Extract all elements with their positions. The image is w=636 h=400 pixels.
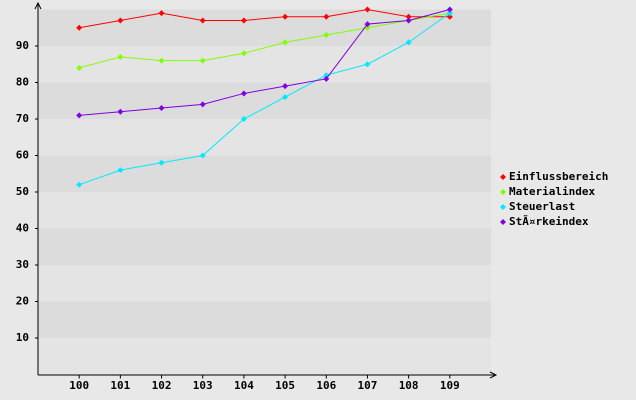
y-tick-label: 20 — [16, 295, 29, 308]
point — [282, 13, 289, 20]
y-tick-label: 70 — [16, 112, 29, 125]
legend-marker — [500, 189, 506, 195]
legend-marker — [500, 204, 506, 210]
grid-band — [38, 9, 491, 46]
legend-label: StÃ¤rkeindex — [509, 215, 589, 228]
series-line — [79, 12, 451, 186]
point — [76, 24, 83, 31]
y-tick-label: 30 — [16, 258, 29, 271]
point — [158, 105, 165, 112]
x-tick-label: 109 — [440, 379, 460, 392]
point — [117, 108, 124, 115]
series-line — [79, 12, 450, 69]
point — [240, 17, 247, 24]
y-tick-label: 50 — [16, 185, 29, 198]
point — [158, 159, 165, 166]
x-tick-label: 104 — [234, 379, 254, 392]
x-tick-label: 102 — [152, 379, 172, 392]
point — [199, 57, 206, 64]
point — [323, 32, 330, 39]
point — [76, 112, 83, 119]
point — [364, 61, 371, 68]
x-tick-label: 103 — [193, 379, 213, 392]
grid-band — [38, 338, 491, 375]
point — [323, 13, 330, 20]
point — [405, 17, 412, 24]
point — [240, 116, 247, 122]
point — [158, 10, 165, 17]
point — [405, 13, 412, 20]
grid-band — [38, 82, 491, 119]
y-axis-arrow — [34, 1, 42, 10]
grid-band — [38, 155, 491, 192]
x-tick-label: 101 — [110, 379, 130, 392]
y-tick-label: 90 — [16, 39, 29, 52]
legend-label: Materialindex — [509, 185, 595, 198]
point — [117, 17, 124, 24]
point — [76, 64, 83, 71]
point — [282, 39, 289, 46]
point — [282, 83, 289, 90]
point — [240, 90, 247, 97]
point — [199, 101, 206, 108]
grid-band — [38, 265, 491, 302]
point — [117, 167, 124, 174]
point — [446, 13, 453, 20]
grid-band — [38, 192, 491, 229]
point — [240, 50, 247, 57]
legend-label: Einflussbereich — [509, 170, 608, 183]
point — [446, 6, 453, 13]
y-tick-label: 80 — [16, 76, 29, 89]
series-line — [79, 8, 450, 29]
point — [364, 21, 371, 28]
point — [405, 39, 412, 46]
y-tick-label: 60 — [16, 149, 29, 162]
point — [323, 75, 330, 82]
x-tick-label: 100 — [69, 379, 89, 392]
series-line — [79, 9, 450, 116]
x-tick-label: 107 — [358, 379, 378, 392]
x-axis-arrow — [489, 371, 498, 379]
legend-marker — [500, 219, 506, 225]
point — [364, 6, 371, 13]
x-tick-label: 105 — [275, 379, 295, 392]
legend-label: Steuerlast — [509, 200, 575, 213]
point — [199, 152, 206, 159]
point — [76, 181, 83, 188]
point — [158, 57, 165, 64]
grid-band — [38, 46, 491, 83]
point — [446, 10, 453, 17]
grid-band — [38, 228, 491, 265]
point — [282, 94, 289, 101]
x-tick-label: 108 — [399, 379, 419, 392]
x-tick-label: 106 — [316, 379, 336, 392]
point — [117, 53, 124, 60]
y-tick-label: 10 — [16, 331, 29, 344]
grid-band — [38, 119, 491, 156]
legend-marker — [500, 174, 506, 180]
y-tick-label: 40 — [16, 222, 29, 235]
grid-band — [38, 301, 491, 338]
point — [199, 17, 206, 24]
